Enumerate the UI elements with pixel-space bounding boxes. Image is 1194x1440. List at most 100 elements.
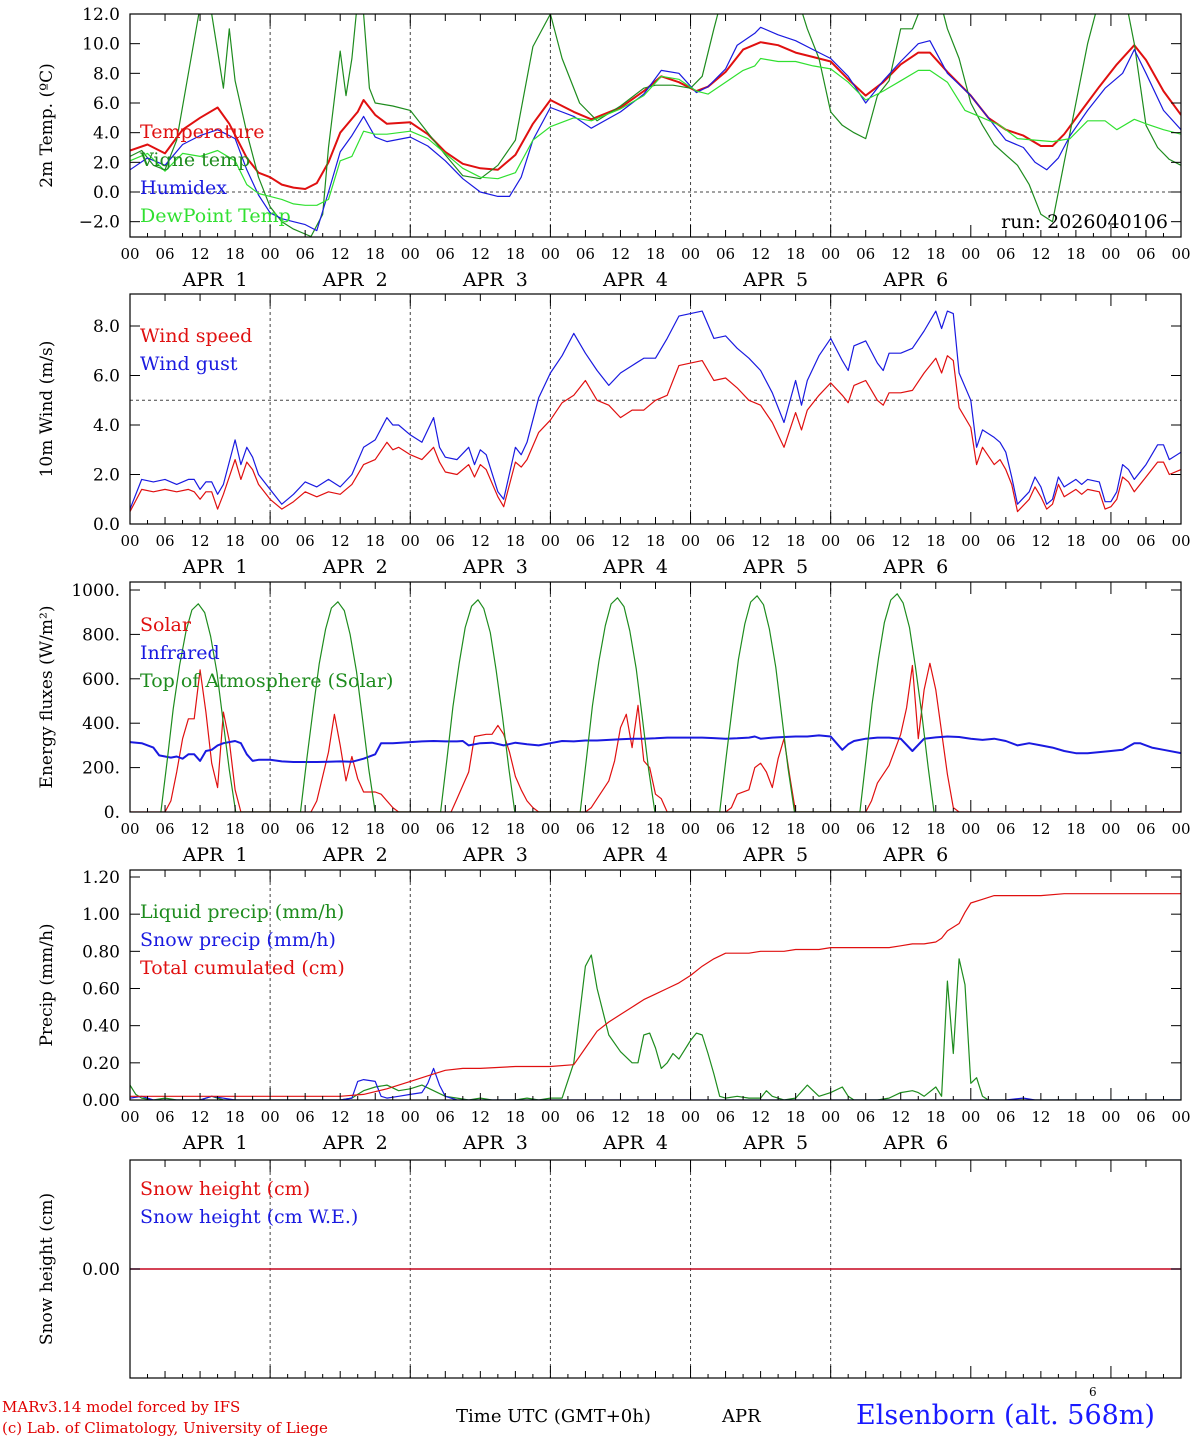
x-tick-label: 06 [856, 820, 875, 838]
day-label: APR 6 [882, 269, 948, 291]
legend-temperature: Temperature [140, 121, 264, 143]
x-tick-label: 00 [1101, 245, 1120, 263]
x-tick-label: 06 [155, 1108, 174, 1126]
day-label: APR 6 [882, 1132, 948, 1154]
x-tick-label: 00 [961, 820, 980, 838]
x-tick-label: 06 [296, 820, 315, 838]
station-title: Elsenborn (alt. 568m) [856, 1400, 1155, 1431]
legend-solar: Solar [140, 614, 192, 636]
y-tick-label: 8.0 [93, 64, 120, 84]
series-line-top-of-atmosphere-solar- [160, 593, 935, 812]
series-line-dewpoint-temp [130, 57, 1181, 206]
x-tick-label: 12 [191, 532, 210, 550]
y-tick-label: 8.0 [93, 317, 120, 337]
y-axis-title: Snow height (cm) [37, 1193, 57, 1345]
x-tick-label: 00 [681, 820, 700, 838]
legend-snow-precip-mm-h-: Snow precip (mm/h) [140, 929, 336, 951]
x-tick-label: 12 [191, 245, 210, 263]
day-label: APR 3 [462, 269, 528, 291]
x-tick-label: 00 [541, 820, 560, 838]
y-axis-title: 2m Temp. (ºC) [37, 63, 57, 188]
x-tick-label: 00 [120, 820, 139, 838]
y-axis-title: 10m Wind (m/s) [37, 341, 57, 478]
x-tick-label: 06 [155, 532, 174, 550]
x-tick-label: 00 [120, 1108, 139, 1126]
day-label: APR 3 [462, 556, 528, 578]
x-tick-label: 06 [1136, 532, 1155, 550]
x-tick-label: 06 [716, 1108, 735, 1126]
x-tick-label: 06 [436, 820, 455, 838]
x-tick-label: 06 [1136, 1108, 1155, 1126]
x-tick-label: 12 [751, 245, 770, 263]
day-label: APR 2 [322, 556, 388, 578]
x-tick-label: 12 [331, 532, 350, 550]
x-tick-label: 00 [961, 1108, 980, 1126]
x-tick-label: 18 [926, 1108, 945, 1126]
y-tick-label: 0.80 [82, 942, 120, 962]
y-axis-title: Energy fluxes (W/m²) [37, 606, 57, 789]
x-tick-label: 00 [961, 532, 980, 550]
y-tick-label: 12.0 [82, 5, 120, 25]
y-tick-label: 2.0 [93, 466, 120, 486]
x-tick-label: 00 [681, 532, 700, 550]
x-tick-label: 00 [1101, 532, 1120, 550]
x-tick-label: 06 [996, 1108, 1015, 1126]
y-tick-label: −2.0 [79, 213, 120, 233]
y-tick-label: 10.0 [82, 35, 120, 55]
x-tick-label: 00 [1101, 1108, 1120, 1126]
x-tick-label: 06 [155, 245, 174, 263]
day-label: APR 1 [182, 1132, 248, 1154]
x-tick-label: 12 [751, 1108, 770, 1126]
x-tick-label: 12 [891, 1108, 910, 1126]
x-tick-label: 18 [786, 820, 805, 838]
y-tick-label: 400. [82, 714, 120, 734]
y-tick-label: 0. [104, 803, 120, 823]
y-tick-label: 6.0 [93, 367, 120, 387]
x-tick-label: 00 [541, 532, 560, 550]
x-tick-label: 00 [120, 245, 139, 263]
x-tick-label: 06 [856, 245, 875, 263]
day-label: APR 6 [882, 844, 948, 866]
x-tick-label: 00 [261, 1108, 280, 1126]
x-tick-label: 00 [541, 1108, 560, 1126]
x-tick-label: 06 [996, 820, 1015, 838]
y-tick-label: 2.0 [93, 153, 120, 173]
x-tick-label: 06 [296, 1108, 315, 1126]
x-tick-label: 06 [296, 245, 315, 263]
x-tick-label: 12 [1031, 532, 1050, 550]
x-tick-label: 06 [576, 532, 595, 550]
x-tick-label: 18 [366, 1108, 385, 1126]
series-line-wind-gust [130, 310, 1181, 510]
x-tick-label: 12 [611, 245, 630, 263]
y-tick-label: 0.00 [82, 1260, 120, 1280]
legend-wind-speed: Wind speed [140, 325, 252, 347]
x-tick-label: 18 [926, 532, 945, 550]
x-tick-label: 18 [786, 1108, 805, 1126]
meteogram: −2.0 0.0 2.0 4.0 6.0 8.0 10.0 12.0 2m Temp. (ºC)… [37, 5, 1191, 1379]
y-tick-label: 1.00 [82, 905, 120, 925]
x-tick-label: 12 [471, 245, 490, 263]
x-tick-label: 12 [891, 532, 910, 550]
day-label: APR 5 [742, 844, 808, 866]
plot-frame [129, 293, 1182, 525]
run-annotation: run: 2026040106 [1001, 211, 1168, 233]
x-tick-label: 12 [611, 532, 630, 550]
y-tick-label: 6.0 [93, 94, 120, 114]
day-label: APR 4 [602, 556, 668, 578]
model-credit: MARv3.14 model forced by IFS [2, 1398, 241, 1416]
x-tick-label: 00 [681, 245, 700, 263]
y-tick-label: 4.0 [93, 416, 120, 436]
legend-snow-height-cm-: Snow height (cm) [140, 1178, 310, 1200]
x-tick-label: 00 [261, 532, 280, 550]
series-line-wind-speed [130, 355, 1181, 513]
x-tick-label: 18 [506, 1108, 525, 1126]
x-tick-label: 00 [401, 820, 420, 838]
x-tick-label: 18 [226, 1108, 245, 1126]
x-tick-label: 12 [331, 1108, 350, 1126]
y-tick-label: 0.0 [93, 183, 120, 203]
x-tick-label: 18 [366, 532, 385, 550]
x-tick-label: 00 [120, 532, 139, 550]
x-tick-label: 18 [506, 245, 525, 263]
month-label: APR [722, 1406, 761, 1427]
x-tick-label: 06 [155, 820, 174, 838]
